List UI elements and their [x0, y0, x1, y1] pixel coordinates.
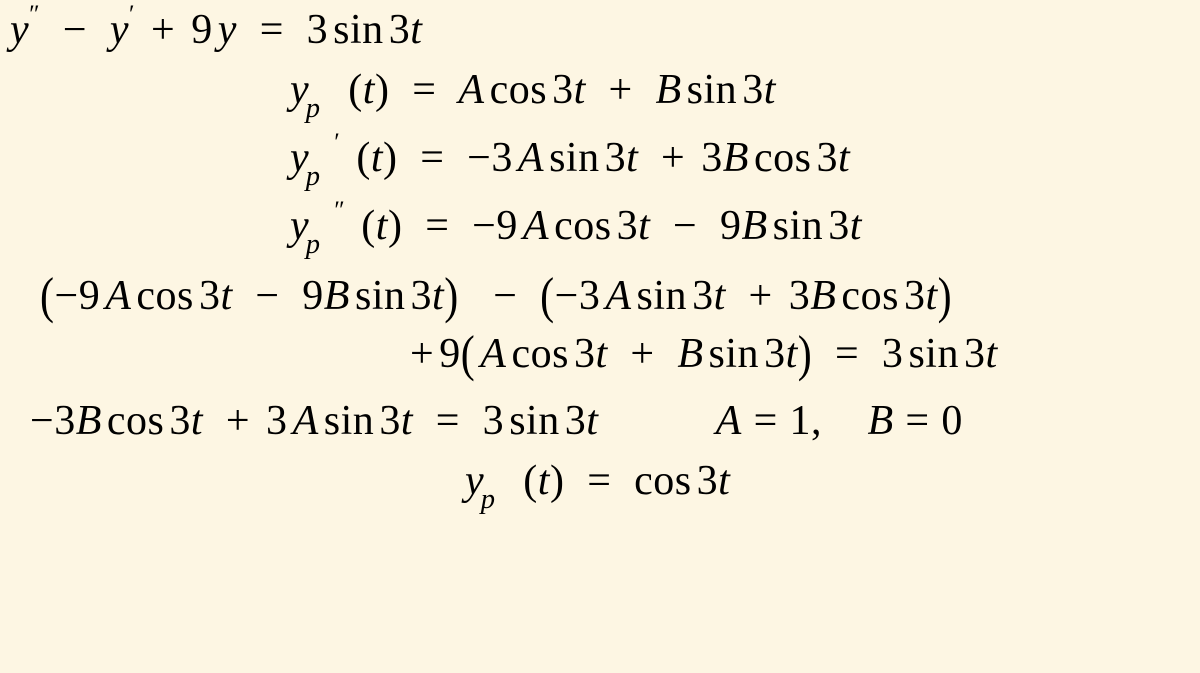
equation-line-4: yp″ (t) = −9Acos3t − 9Bsin3t	[290, 204, 1190, 248]
equation-line-6: +9(Acos3t + Bsin3t) = 3sin3t	[410, 332, 1190, 376]
equation-line-8: yp (t) = cos3t	[465, 459, 1190, 503]
y-sub-p: yp	[465, 459, 507, 503]
equation-line-3: yp′ (t) = −3Asin3t + 3Bcos3t	[290, 136, 1190, 180]
y-sub-p: yp	[290, 136, 332, 180]
y-sub-p: yp	[290, 204, 332, 248]
equation-line-1: y″ − y′ + 9y = 3sin3t	[10, 8, 1190, 52]
equation-line-7: −3Bcos3t + 3Asin3t = 3sin3t A=1, B=0	[30, 399, 1190, 443]
math-derivation: y″ − y′ + 9y = 3sin3t yp (t) = Acos3t + …	[0, 0, 1200, 503]
equation-line-2: yp (t) = Acos3t + Bsin3t	[290, 68, 1190, 112]
equation-line-5: (−9Acos3t − 9Bsin3t) − (−3Asin3t + 3Bcos…	[40, 274, 1190, 318]
y-sub-p: yp	[290, 68, 332, 112]
